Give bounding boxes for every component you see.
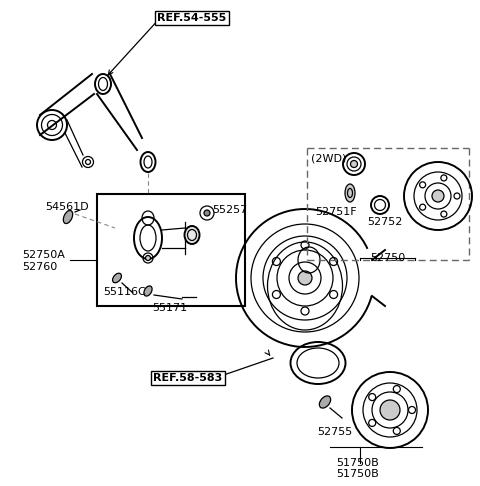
Text: 52755: 52755 <box>317 427 353 437</box>
Text: 51750B: 51750B <box>336 469 379 479</box>
Ellipse shape <box>350 160 358 168</box>
Text: 52752: 52752 <box>367 217 402 227</box>
Ellipse shape <box>113 273 121 283</box>
Text: 55171: 55171 <box>152 303 187 313</box>
Text: 52760: 52760 <box>22 262 57 272</box>
Text: REF.54-555: REF.54-555 <box>157 13 227 23</box>
Text: 55257: 55257 <box>212 205 247 215</box>
Ellipse shape <box>63 210 72 224</box>
Ellipse shape <box>184 226 200 244</box>
Text: 54561D: 54561D <box>45 202 89 212</box>
Text: REF.58-583: REF.58-583 <box>154 373 223 383</box>
Text: 52750A: 52750A <box>22 250 65 260</box>
Text: 52750: 52750 <box>371 253 406 263</box>
Text: 52751F: 52751F <box>315 207 357 217</box>
Text: 55116C: 55116C <box>103 287 146 297</box>
Text: (2WD): (2WD) <box>311 153 347 163</box>
Text: 51750B: 51750B <box>336 458 379 468</box>
Ellipse shape <box>145 256 151 260</box>
Circle shape <box>432 190 444 202</box>
Bar <box>97 194 245 306</box>
Circle shape <box>298 271 312 285</box>
Circle shape <box>380 400 400 420</box>
Ellipse shape <box>345 184 355 202</box>
Circle shape <box>204 210 210 216</box>
Ellipse shape <box>144 286 152 296</box>
Ellipse shape <box>319 396 331 408</box>
